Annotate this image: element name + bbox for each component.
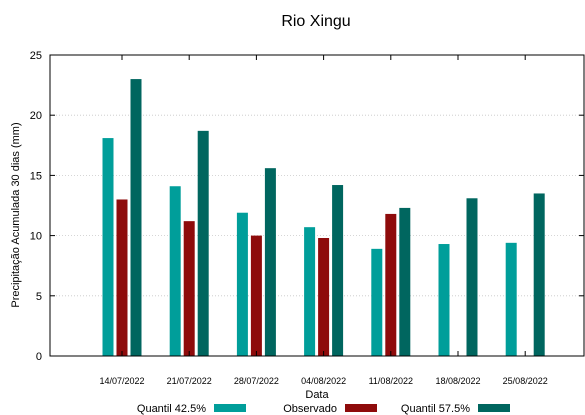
bar [264, 168, 276, 356]
x-axis: 14/07/2022 21/07/2022 28/07/2022 04/08/2022… [99, 55, 548, 386]
x-tick-label: 18/08/2022 [435, 376, 480, 386]
bar [169, 186, 181, 356]
bar [318, 238, 330, 356]
y-tick-label: 15 [30, 170, 42, 182]
y-tick-label: 10 [30, 231, 42, 243]
y-axis: 0 5 10 15 20 25 [30, 50, 584, 363]
bar [438, 244, 450, 356]
x-tick-label: 14/07/2022 [99, 376, 144, 386]
bars [102, 79, 545, 356]
bar [371, 248, 383, 356]
bar [130, 79, 142, 356]
y-tick-label: 0 [36, 351, 42, 363]
legend: Quantil 42.5% Observado Quantil 57.5% [137, 403, 510, 415]
y-tick-label: 25 [30, 50, 42, 62]
bar [304, 227, 316, 356]
legend-swatch [214, 404, 246, 412]
bar [533, 193, 545, 356]
bar [250, 235, 262, 356]
chart-title: Rio Xingu [281, 13, 350, 30]
x-tick-label: 11/08/2022 [369, 376, 413, 386]
bar [385, 213, 397, 356]
bar [236, 212, 248, 356]
legend-label: Quantil 42.5% [137, 403, 206, 415]
legend-swatch [478, 404, 510, 412]
grid [50, 114, 584, 297]
legend-swatch [345, 404, 377, 412]
bar [116, 199, 128, 356]
y-tick-label: 5 [36, 291, 42, 303]
x-tick-label: 28/07/2022 [234, 376, 279, 386]
y-axis-label: Precipitação Acumulada 30 dias (mm) [10, 122, 22, 307]
y-tick-label: 20 [30, 110, 42, 122]
bar [399, 207, 411, 356]
bar [183, 221, 195, 356]
bar [466, 198, 478, 356]
x-axis-label: Data [305, 389, 329, 401]
bar [505, 242, 517, 356]
x-tick-label: 25/08/2022 [503, 376, 548, 386]
plot-frame [49, 54, 585, 357]
bar [102, 138, 114, 356]
x-tick-label: 04/08/2022 [301, 376, 346, 386]
legend-label: Quantil 57.5% [401, 403, 470, 415]
x-tick-label: 21/07/2022 [167, 376, 212, 386]
bar [197, 130, 209, 356]
bar [332, 185, 344, 356]
legend-label: Observado [283, 403, 337, 415]
